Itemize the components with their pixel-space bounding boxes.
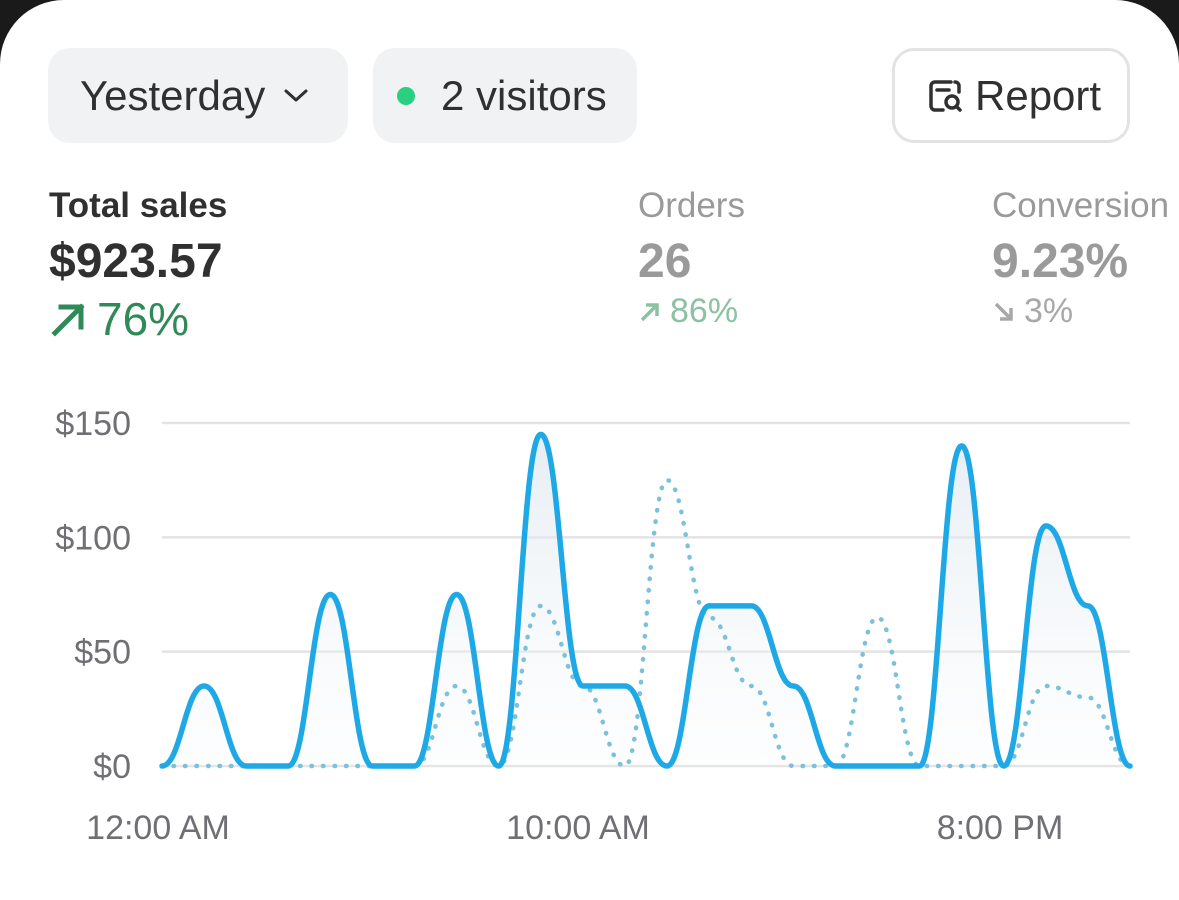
metric-value: $923.57	[49, 234, 227, 290]
date-range-label: Yesterday	[80, 72, 265, 120]
metric-orders[interactable]: Orders 26 86%	[638, 186, 745, 331]
live-dot-icon	[397, 87, 415, 105]
metric-conversion[interactable]: Conversion 9.23% 3%	[992, 186, 1169, 331]
date-range-dropdown[interactable]: Yesterday	[48, 48, 348, 143]
report-search-icon	[927, 78, 963, 114]
arrow-down-right-icon	[992, 300, 1016, 324]
metric-change-value: 86%	[670, 292, 738, 331]
metric-change: 3%	[992, 292, 1169, 331]
metric-value: 26	[638, 234, 745, 290]
live-visitors-badge[interactable]: 2 visitors	[373, 48, 637, 143]
metric-label: Total sales	[49, 186, 227, 226]
metric-change: 86%	[638, 292, 745, 331]
report-button[interactable]: Report	[892, 48, 1130, 143]
y-tick-label: $0	[93, 748, 131, 786]
metric-change-value: 3%	[1024, 292, 1073, 331]
sales-chart[interactable]: $0 $50 $100 $150 12:00 AM 10:00 AM 8:00 PM	[0, 380, 1179, 860]
arrow-up-right-icon	[638, 300, 662, 324]
x-tick-label: 10:00 AM	[506, 809, 650, 847]
x-tick-label: 8:00 PM	[937, 809, 1064, 847]
metric-label: Conversion	[992, 186, 1169, 226]
visitors-label: 2 visitors	[441, 72, 607, 120]
report-label: Report	[975, 72, 1101, 120]
metric-total-sales[interactable]: Total sales $923.57 76%	[49, 186, 227, 346]
y-tick-label: $150	[55, 405, 131, 443]
metric-value: 9.23%	[992, 234, 1169, 290]
metric-change-value: 76%	[97, 292, 189, 346]
x-tick-label: 12:00 AM	[86, 809, 230, 847]
chevron-down-icon	[283, 88, 309, 104]
metric-change: 76%	[49, 292, 227, 346]
y-tick-label: $100	[55, 519, 131, 557]
metric-label: Orders	[638, 186, 745, 226]
y-tick-label: $50	[74, 634, 131, 672]
arrow-up-right-icon	[49, 299, 89, 339]
